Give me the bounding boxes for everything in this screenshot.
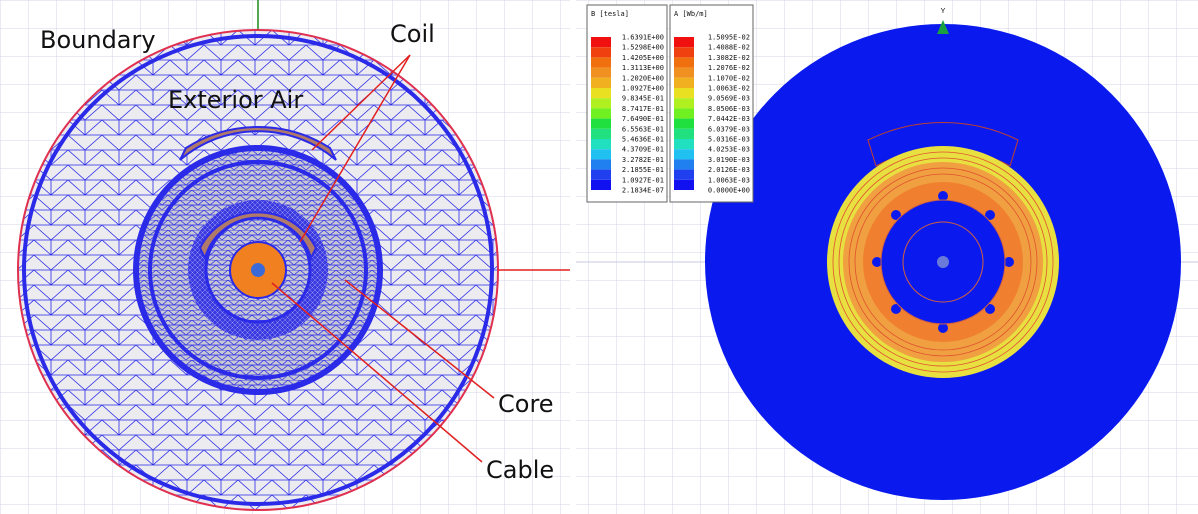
legend-swatch — [674, 77, 694, 88]
legend-value: 4.0253E-03 — [708, 146, 750, 154]
legend-swatch — [674, 57, 694, 68]
legend-swatch — [674, 37, 694, 48]
legend-value: 3.2782E-01 — [622, 156, 664, 164]
legend-swatch — [674, 88, 694, 99]
legend-value: 1.0927E+00 — [622, 85, 664, 93]
legend-swatch — [674, 128, 694, 139]
legend-value: 1.0927E-01 — [622, 176, 664, 184]
legend-value: 6.5563E-01 — [622, 125, 664, 133]
annotation-arrows — [271, 54, 495, 463]
legend-value: 6.0379E-03 — [708, 125, 750, 133]
legend-swatch — [591, 37, 611, 48]
legend-value: 5.0316E-03 — [708, 136, 750, 144]
legend-value: 2.1855E-01 — [622, 166, 664, 174]
legend-value: 4.3709E-01 — [622, 146, 664, 154]
legend-value: 1.4205E+00 — [622, 54, 664, 62]
legend-swatch — [591, 77, 611, 88]
legend-value: 9.0569E-03 — [708, 95, 750, 103]
legend-value: 8.0506E-03 — [708, 105, 750, 113]
legend-swatch — [674, 149, 694, 160]
legend-value: 1.3113E+00 — [622, 64, 664, 72]
flux-lines — [832, 151, 1054, 373]
label-cable: Cable — [486, 456, 554, 484]
legend-value: 1.5298E+00 — [622, 44, 664, 52]
legend-swatch — [674, 67, 694, 78]
coil-inner — [198, 211, 318, 261]
label-exterior-air: Exterior Air — [168, 86, 303, 114]
legend-swatch — [674, 118, 694, 129]
legend-value: 8.7417E-01 — [622, 105, 664, 113]
legend-value: 1.2020E+00 — [622, 74, 664, 82]
legend-value: 1.5095E-02 — [708, 34, 750, 42]
legend-swatch — [674, 179, 694, 190]
legend-swatch — [591, 169, 611, 180]
legend-value: 1.3082E-02 — [708, 54, 750, 62]
mesh-view: Boundary Exterior Air Coil Core Cable — [0, 0, 570, 514]
legend-value: 0.0000E+00 — [708, 187, 750, 195]
legend-swatch — [591, 47, 611, 58]
legend-swatch — [591, 139, 611, 150]
legend-value: 2.1834E-07 — [622, 187, 664, 195]
legend-swatch — [591, 67, 611, 78]
shaft — [937, 256, 949, 268]
field-view: Y B [tesla] 1.6391E+00 1.5298E+00 1.4205E+0… — [576, 0, 1198, 514]
legend-swatch — [674, 169, 694, 180]
boundary-layer — [22, 34, 494, 506]
legend-swatch — [591, 108, 611, 119]
legend-value: 5.4636E-01 — [622, 136, 664, 144]
legend-value: 1.1070E-02 — [708, 74, 750, 82]
legend-swatch — [674, 47, 694, 58]
legend-value: 9.8345E-01 — [622, 95, 664, 103]
label-coil: Coil — [390, 20, 435, 48]
slots — [872, 191, 1014, 333]
legend-title: B [tesla] — [591, 10, 629, 18]
legend-swatch — [591, 57, 611, 68]
legend-swatch — [591, 179, 611, 190]
legend-value: 7.0442E-03 — [708, 115, 750, 123]
y-axis-label: Y — [941, 8, 946, 15]
core-ring — [148, 160, 368, 380]
legend-value: 1.6391E+00 — [622, 34, 664, 42]
legend-swatch — [591, 88, 611, 99]
legend-swatch — [591, 118, 611, 129]
label-boundary: Boundary — [40, 26, 156, 54]
legends: B [tesla] 1.6391E+00 1.5298E+00 1.4205E+00 1… — [586, 4, 754, 203]
legend-value: 1.4088E-02 — [708, 44, 750, 52]
coil-top — [179, 126, 337, 161]
legend-value: 2.0126E-03 — [708, 166, 750, 174]
legend-swatch — [591, 128, 611, 139]
rotor — [902, 221, 984, 303]
legend-title: A [Wb/m] — [674, 10, 708, 18]
legend-swatch — [674, 98, 694, 109]
y-axis-marker — [937, 20, 949, 34]
legend-swatch — [674, 159, 694, 170]
legend-swatch — [591, 149, 611, 160]
legend-value: 1.0063E-03 — [708, 176, 750, 184]
legend-value: 1.2076E-02 — [708, 64, 750, 72]
legend-value: 7.6490E-01 — [622, 115, 664, 123]
label-core: Core — [498, 390, 554, 418]
cable-center — [251, 263, 265, 277]
legend-value: 1.0063E-02 — [708, 85, 750, 93]
legend-swatch — [591, 159, 611, 170]
legend-swatch — [674, 139, 694, 150]
legend-swatch — [674, 108, 694, 119]
legend-swatch — [591, 98, 611, 109]
legend-value: 3.0190E-03 — [708, 156, 750, 164]
